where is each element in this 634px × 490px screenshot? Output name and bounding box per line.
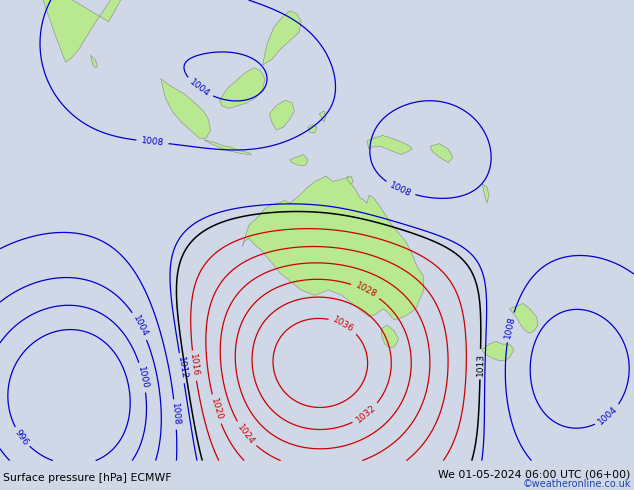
Text: 1032: 1032 <box>354 403 378 425</box>
Text: ©weatheronline.co.uk: ©weatheronline.co.uk <box>522 479 631 489</box>
Text: 996: 996 <box>13 427 30 447</box>
Polygon shape <box>269 100 294 130</box>
Polygon shape <box>91 55 98 68</box>
Polygon shape <box>482 342 514 360</box>
Polygon shape <box>242 176 424 319</box>
Text: 1024: 1024 <box>235 422 256 446</box>
Text: 1013: 1013 <box>476 353 485 376</box>
Polygon shape <box>219 68 265 108</box>
Polygon shape <box>346 176 353 184</box>
Text: 1004: 1004 <box>131 314 149 338</box>
Text: 1008: 1008 <box>503 315 517 340</box>
Polygon shape <box>161 78 210 138</box>
Polygon shape <box>36 0 134 62</box>
Text: 1004: 1004 <box>597 405 619 427</box>
Text: 1020: 1020 <box>209 397 224 421</box>
Polygon shape <box>262 11 301 65</box>
Polygon shape <box>381 325 399 348</box>
Text: 1004: 1004 <box>188 77 211 98</box>
Polygon shape <box>430 144 453 163</box>
Text: 1008: 1008 <box>141 136 164 147</box>
Text: 1000: 1000 <box>136 365 150 390</box>
Text: 1028: 1028 <box>354 281 378 300</box>
Text: 1016: 1016 <box>188 354 200 378</box>
Polygon shape <box>204 140 251 154</box>
Polygon shape <box>510 303 538 333</box>
Polygon shape <box>308 124 317 133</box>
Text: 1008: 1008 <box>388 180 413 198</box>
Text: Surface pressure [hPa] ECMWF: Surface pressure [hPa] ECMWF <box>3 473 172 483</box>
Text: 1008: 1008 <box>170 403 181 426</box>
Polygon shape <box>367 135 412 154</box>
Text: We 01-05-2024 06:00 UTC (06+00): We 01-05-2024 06:00 UTC (06+00) <box>439 469 631 479</box>
Polygon shape <box>290 154 308 165</box>
Polygon shape <box>482 184 489 203</box>
Polygon shape <box>320 111 326 122</box>
Text: 1012: 1012 <box>176 356 188 380</box>
Text: 1036: 1036 <box>332 315 356 334</box>
